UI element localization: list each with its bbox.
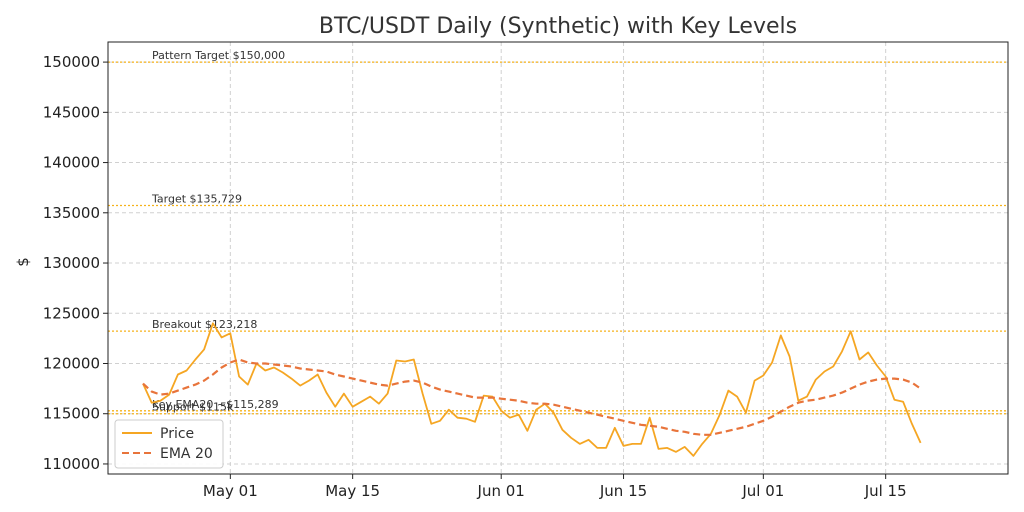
level-label: Key EMA20 ~$115,289 <box>152 398 279 411</box>
level-label: Target $135,729 <box>151 192 242 205</box>
x-tick-label: Jun 01 <box>477 482 525 500</box>
level-label: Support $115k <box>152 401 234 414</box>
x-tick-label: May 15 <box>325 482 380 500</box>
y-tick-label: 130000 <box>43 254 100 272</box>
y-tick-label: 120000 <box>43 354 100 372</box>
y-axis-label: $ <box>14 257 32 267</box>
series-line-ema-20 <box>142 358 922 436</box>
plot-frame <box>107 41 1009 475</box>
y-tick-label: 110000 <box>43 455 100 473</box>
y-tick-label: 145000 <box>43 103 100 121</box>
y-tick-label: 115000 <box>43 405 100 423</box>
y-tick-label: 125000 <box>43 304 100 322</box>
legend-label: EMA 20 <box>160 446 213 462</box>
legend: Price EMA 20 <box>114 419 224 469</box>
x-tick-label: May 01 <box>203 482 258 500</box>
key-levels: Pattern Target $150,000 Target $135,729 Br… <box>108 49 1008 415</box>
legend-label: Price <box>160 426 194 442</box>
y-tick-label: 140000 <box>43 154 100 172</box>
level-label: Pattern Target $150,000 <box>152 49 285 62</box>
y-tick-label: 135000 <box>43 204 100 222</box>
series-line-price <box>142 322 922 457</box>
chart-title: BTC/USDT Daily (Synthetic) with Key Leve… <box>319 14 797 39</box>
y-axis: 110000 115000 120000 125000 130000 135000 1400… <box>43 53 108 473</box>
series-lines <box>142 322 922 457</box>
x-axis: May 01 May 15 Jun 01 Jun 15 Jul 01 Jul 15 <box>203 474 907 500</box>
x-tick-label: Jul 15 <box>864 482 907 500</box>
x-tick-label: Jul 01 <box>741 482 784 500</box>
y-tick-label: 150000 <box>43 53 100 71</box>
x-tick-label: Jun 15 <box>599 482 647 500</box>
level-label: Breakout $123,218 <box>152 318 257 331</box>
